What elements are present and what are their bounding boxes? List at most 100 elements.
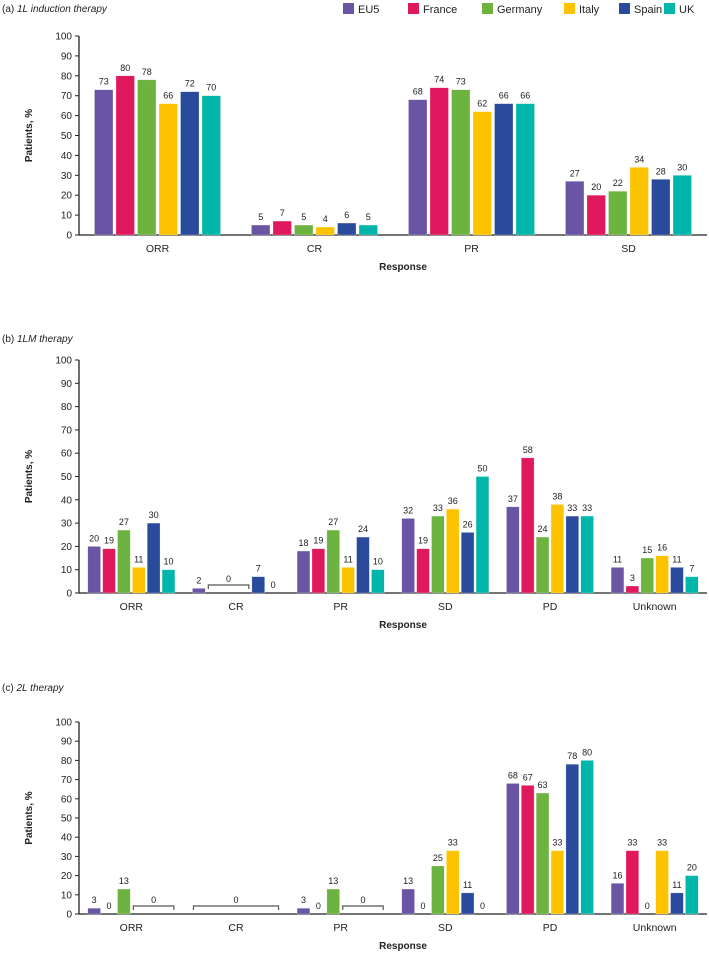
data-label: 11 (613, 554, 622, 564)
legend-label-eu5: EU5 (358, 4, 379, 16)
data-label: 68 (413, 87, 423, 97)
legend-swatch-eu5 (343, 3, 354, 14)
bar-eu5 (506, 506, 520, 594)
bar-germany (117, 888, 131, 915)
x-tick-label: SD (438, 922, 453, 934)
bar-spain (565, 763, 579, 915)
bar-italy (341, 567, 355, 594)
y-tick-label: 40 (61, 495, 73, 506)
y-tick-label: 20 (61, 542, 73, 553)
bar-eu5 (408, 99, 428, 236)
data-label: 13 (328, 876, 338, 886)
data-label: 78 (567, 751, 577, 761)
legend-label-uk: UK (679, 4, 695, 16)
x-tick-label: PR (333, 601, 348, 613)
data-label: 0 (271, 580, 276, 590)
data-label: 10 (163, 557, 173, 567)
data-label: 19 (418, 536, 428, 546)
legend-swatch-italy (564, 3, 575, 14)
data-label: 19 (313, 536, 323, 546)
data-label: 33 (567, 503, 577, 513)
bar-uk (161, 569, 176, 594)
x-tick-label: Unknown (633, 922, 677, 934)
data-label: 5 (258, 212, 263, 222)
data-label: 24 (358, 524, 368, 534)
bar-italy (472, 111, 492, 236)
bar-germany (431, 515, 445, 594)
data-label: 30 (677, 162, 687, 172)
bar-uk (580, 760, 594, 915)
data-label: 25 (433, 853, 443, 863)
data-label: 0 (360, 895, 365, 905)
bar-france (311, 548, 326, 594)
data-label: 20 (89, 533, 99, 543)
bar-uk (201, 95, 221, 236)
bar-italy (315, 226, 335, 236)
bar-spain (670, 892, 684, 915)
legend-label-germany: Germany (497, 4, 543, 16)
data-label: 33 (433, 503, 443, 513)
bar-italy (446, 508, 460, 594)
data-label: 0 (645, 901, 650, 911)
data-label: 0 (226, 574, 231, 584)
data-label: 33 (582, 503, 592, 513)
data-label: 3 (92, 895, 97, 905)
data-label: 28 (656, 166, 666, 176)
x-tick-label: ORR (120, 922, 144, 934)
data-label: 0 (151, 895, 156, 905)
data-label: 16 (657, 543, 667, 553)
data-label: 78 (142, 67, 152, 77)
data-label: 27 (119, 517, 129, 527)
data-label: 70 (206, 83, 216, 93)
data-label: 4 (323, 214, 328, 224)
data-label: 80 (582, 747, 592, 757)
bar-eu5 (192, 588, 206, 594)
bar-uk (580, 515, 594, 594)
bar-eu5 (610, 567, 625, 594)
bar-france (416, 548, 430, 594)
bar-germany (535, 792, 550, 915)
bar-spain (494, 103, 514, 236)
y-tick-label: 30 (61, 171, 73, 182)
bar-spain (460, 532, 475, 594)
bar-eu5 (296, 550, 311, 594)
x-axis-title: Response (379, 262, 427, 273)
y-tick-label: 10 (61, 890, 73, 901)
data-label: 15 (642, 545, 652, 555)
y-tick-label: 70 (61, 775, 73, 786)
bar-italy (655, 850, 669, 915)
data-label: 11 (343, 554, 352, 564)
x-tick-label: PD (543, 601, 558, 613)
x-tick-label: ORR (146, 243, 170, 255)
panel-prefix: (c) (2, 683, 16, 694)
bar-france (429, 87, 449, 236)
bar-uk (371, 569, 385, 594)
data-label: 68 (508, 770, 518, 780)
data-label: 0 (480, 901, 485, 911)
data-label: 62 (477, 99, 487, 109)
panel-title: (b) 1LM therapy (2, 334, 74, 345)
y-axis-title: Patients, % (24, 109, 35, 162)
bar-france (625, 850, 640, 915)
bar-spain (565, 515, 579, 594)
bar-uk (685, 875, 699, 915)
bar-italy (550, 504, 565, 594)
bar-germany (535, 536, 550, 594)
y-tick-label: 60 (61, 449, 73, 460)
y-tick-label: 0 (66, 589, 72, 600)
data-label: 32 (403, 505, 413, 515)
zero-bracket (342, 905, 384, 910)
data-label: 5 (366, 212, 371, 222)
bar-spain (356, 536, 370, 594)
zero-bracket (132, 905, 175, 910)
bar-spain (651, 179, 671, 236)
data-label: 19 (104, 536, 114, 546)
y-tick-label: 80 (61, 402, 73, 413)
bar-france (521, 457, 535, 594)
x-tick-label: PD (543, 922, 558, 934)
y-tick-label: 80 (61, 71, 73, 82)
bar-eu5 (565, 181, 585, 236)
data-label: 34 (634, 154, 644, 164)
y-tick-label: 40 (61, 151, 73, 162)
legend-label-spain: Spain (634, 4, 662, 16)
